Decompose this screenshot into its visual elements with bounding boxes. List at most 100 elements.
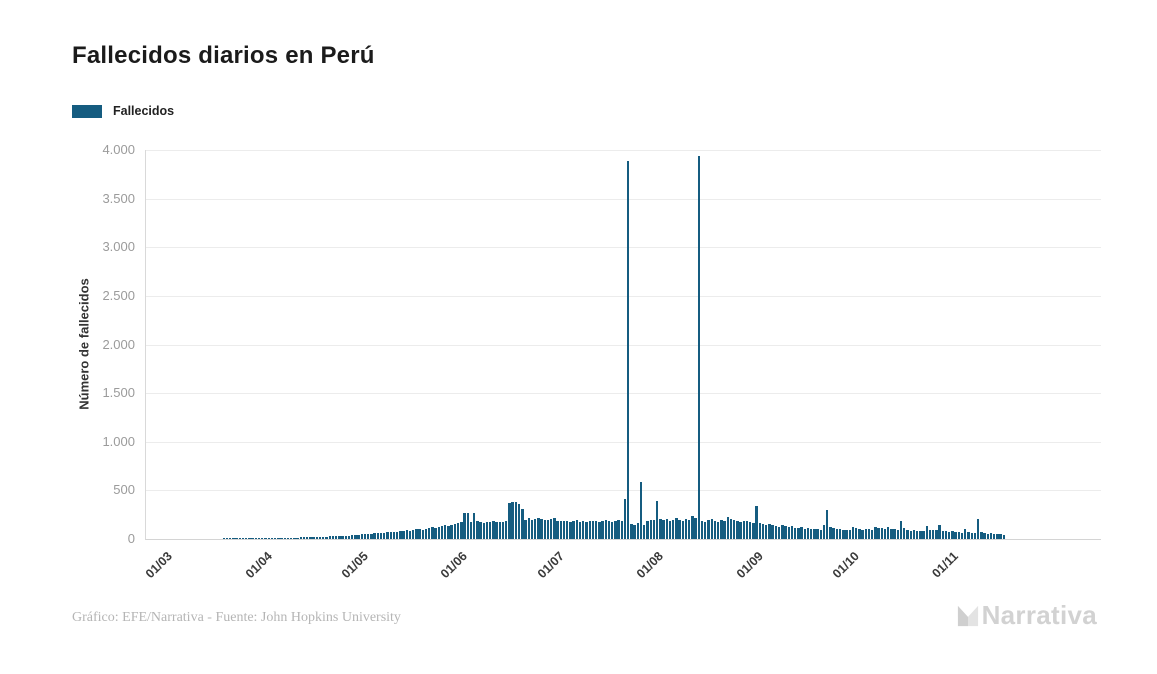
bar[interactable] (257, 538, 261, 539)
bar[interactable] (360, 534, 363, 539)
bar[interactable] (495, 521, 498, 539)
bar[interactable] (758, 523, 762, 539)
bar[interactable] (797, 528, 800, 539)
bar[interactable] (482, 522, 485, 539)
bar[interactable] (826, 509, 829, 539)
bar[interactable] (428, 527, 431, 539)
bar[interactable] (479, 521, 482, 539)
bar[interactable] (354, 534, 357, 539)
bar[interactable] (456, 523, 460, 539)
bar[interactable] (306, 537, 309, 539)
bar[interactable] (476, 521, 479, 539)
bar[interactable] (566, 520, 569, 539)
bar[interactable] (614, 520, 617, 539)
bar[interactable] (890, 528, 893, 539)
bar[interactable] (973, 533, 977, 539)
bar[interactable] (948, 532, 951, 539)
bar[interactable] (537, 517, 540, 539)
bar[interactable] (871, 530, 874, 539)
bar[interactable] (376, 532, 380, 539)
bar[interactable] (591, 520, 595, 539)
bar[interactable] (627, 161, 630, 539)
bar[interactable] (819, 529, 823, 539)
bar[interactable] (704, 521, 707, 539)
bar[interactable] (813, 528, 816, 539)
bar[interactable] (472, 512, 476, 539)
bar[interactable] (691, 516, 694, 539)
bar[interactable] (546, 520, 550, 539)
bar[interactable] (623, 499, 627, 539)
bar[interactable] (582, 520, 585, 539)
bar[interactable] (935, 529, 938, 539)
bar[interactable] (501, 521, 505, 539)
bar[interactable] (511, 501, 514, 539)
bar[interactable] (1002, 534, 1005, 539)
bar[interactable] (845, 530, 848, 539)
bar[interactable] (543, 519, 546, 539)
bar[interactable] (713, 521, 717, 539)
bar[interactable] (880, 528, 884, 539)
bar[interactable] (533, 519, 537, 539)
bar[interactable] (232, 538, 235, 539)
bar[interactable] (729, 518, 733, 539)
bar[interactable] (347, 535, 351, 539)
bar[interactable] (999, 533, 1002, 539)
bar[interactable] (874, 527, 877, 539)
bar[interactable] (931, 530, 935, 539)
bar[interactable] (370, 534, 373, 539)
bar[interactable] (854, 528, 858, 539)
bar[interactable] (710, 519, 713, 539)
bar[interactable] (299, 537, 302, 539)
bar[interactable] (928, 530, 932, 539)
bar[interactable] (578, 521, 582, 539)
bar[interactable] (944, 531, 948, 539)
bar[interactable] (492, 521, 495, 539)
bar[interactable] (344, 535, 347, 539)
bar[interactable] (941, 530, 944, 539)
bar[interactable] (652, 519, 656, 539)
bar[interactable] (572, 521, 575, 539)
bar[interactable] (636, 523, 640, 539)
bar[interactable] (569, 521, 572, 539)
bar[interactable] (896, 530, 900, 539)
bar[interactable] (829, 527, 832, 539)
bar[interactable] (283, 537, 286, 539)
bar[interactable] (309, 537, 312, 539)
bar[interactable] (755, 505, 758, 539)
bar[interactable] (867, 529, 871, 539)
bar[interactable] (315, 537, 319, 539)
bar[interactable] (556, 521, 559, 539)
bar[interactable] (810, 529, 813, 539)
bar[interactable] (585, 521, 588, 539)
bar[interactable] (289, 537, 293, 539)
bar[interactable] (550, 519, 553, 539)
bar[interactable] (508, 503, 511, 539)
bar[interactable] (338, 536, 341, 539)
bar[interactable] (610, 521, 614, 539)
bar[interactable] (489, 522, 492, 539)
bar[interactable] (765, 524, 768, 539)
bar[interactable] (322, 536, 325, 539)
bar[interactable] (373, 533, 376, 539)
bar[interactable] (447, 526, 450, 539)
bar[interactable] (639, 481, 643, 539)
bar[interactable] (296, 537, 299, 539)
bar[interactable] (440, 525, 444, 539)
bar[interactable] (887, 527, 890, 539)
bar[interactable] (357, 534, 360, 539)
bar[interactable] (334, 536, 338, 539)
bar[interactable] (405, 530, 408, 539)
bar[interactable] (325, 536, 328, 539)
bar[interactable] (617, 520, 620, 539)
bar[interactable] (726, 516, 729, 539)
bar[interactable] (399, 531, 402, 539)
bar[interactable] (505, 520, 508, 539)
bar[interactable] (662, 520, 665, 539)
bar[interactable] (521, 508, 524, 539)
bar[interactable] (630, 523, 633, 539)
bar[interactable] (280, 538, 283, 539)
bar[interactable] (694, 517, 697, 539)
bar[interactable] (389, 532, 392, 539)
bar[interactable] (877, 527, 880, 539)
bar[interactable] (803, 528, 806, 539)
